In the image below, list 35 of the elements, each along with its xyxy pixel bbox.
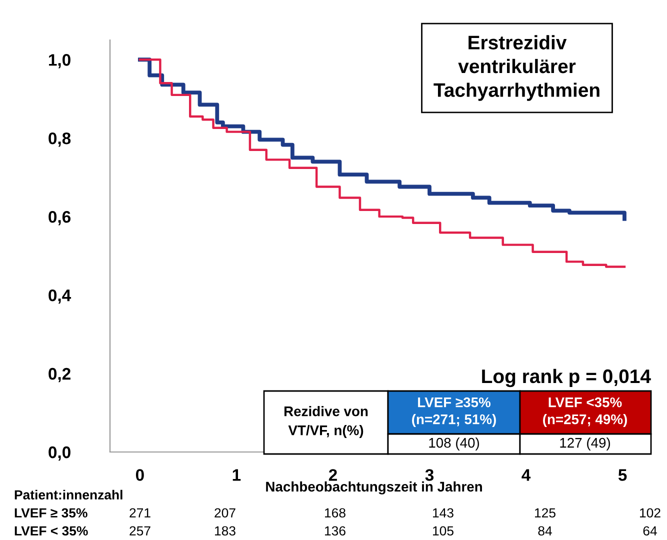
annotation: LVEF ≥35% (n=271; 51%) — [412, 397, 496, 427]
annotation: 127 (49) — [560, 438, 610, 450]
text: LVEF ≥ 35% — [14, 508, 88, 518]
text: 207 — [214, 508, 236, 518]
text: 143 — [433, 508, 454, 518]
text: Patient:innenzahl — [14, 490, 122, 500]
x-tick-label: 3 — [425, 469, 434, 481]
text: 84 — [538, 526, 552, 536]
text: 125 — [535, 508, 556, 518]
text: 102 — [640, 508, 660, 518]
x-tick-label: 0 — [136, 469, 144, 481]
text: 257 — [130, 526, 150, 536]
text: 64 — [643, 526, 657, 536]
x-tick-label: 5 — [618, 469, 627, 481]
y-tick-label: 0,2 — [48, 368, 70, 382]
annotation: Log rank p = 0,014 — [482, 368, 651, 388]
x-tick-label: 1 — [232, 469, 241, 481]
y-tick-label: 0,4 — [48, 289, 72, 304]
text: LVEF < 35% — [14, 526, 88, 536]
text: 136 — [325, 526, 346, 536]
text: 105 — [433, 526, 454, 536]
annotation: 108 (40) — [429, 438, 480, 450]
y-tick-label: 0,0 — [48, 446, 70, 461]
text: 168 — [325, 508, 346, 518]
annotation: LVEF <35% (n=257; 49%) — [543, 397, 627, 427]
text: 271 — [130, 508, 150, 518]
x-axis-title: Nachbeobachtungszeit in Jahren — [266, 481, 482, 494]
y-tick-label: 0,8 — [48, 132, 71, 147]
x-tick-label: 2 — [328, 469, 337, 481]
x-tick-label: 4 — [522, 469, 531, 481]
y-tick-label: 1,0 — [48, 54, 70, 68]
text: 183 — [215, 526, 236, 536]
y-tick-label: 0,6 — [48, 210, 71, 226]
annotation: Rezidive von VT/VF, n(%) — [284, 406, 368, 438]
text: Erstrezidiv ventrikulärer Tachyarrhythmien — [434, 35, 600, 101]
